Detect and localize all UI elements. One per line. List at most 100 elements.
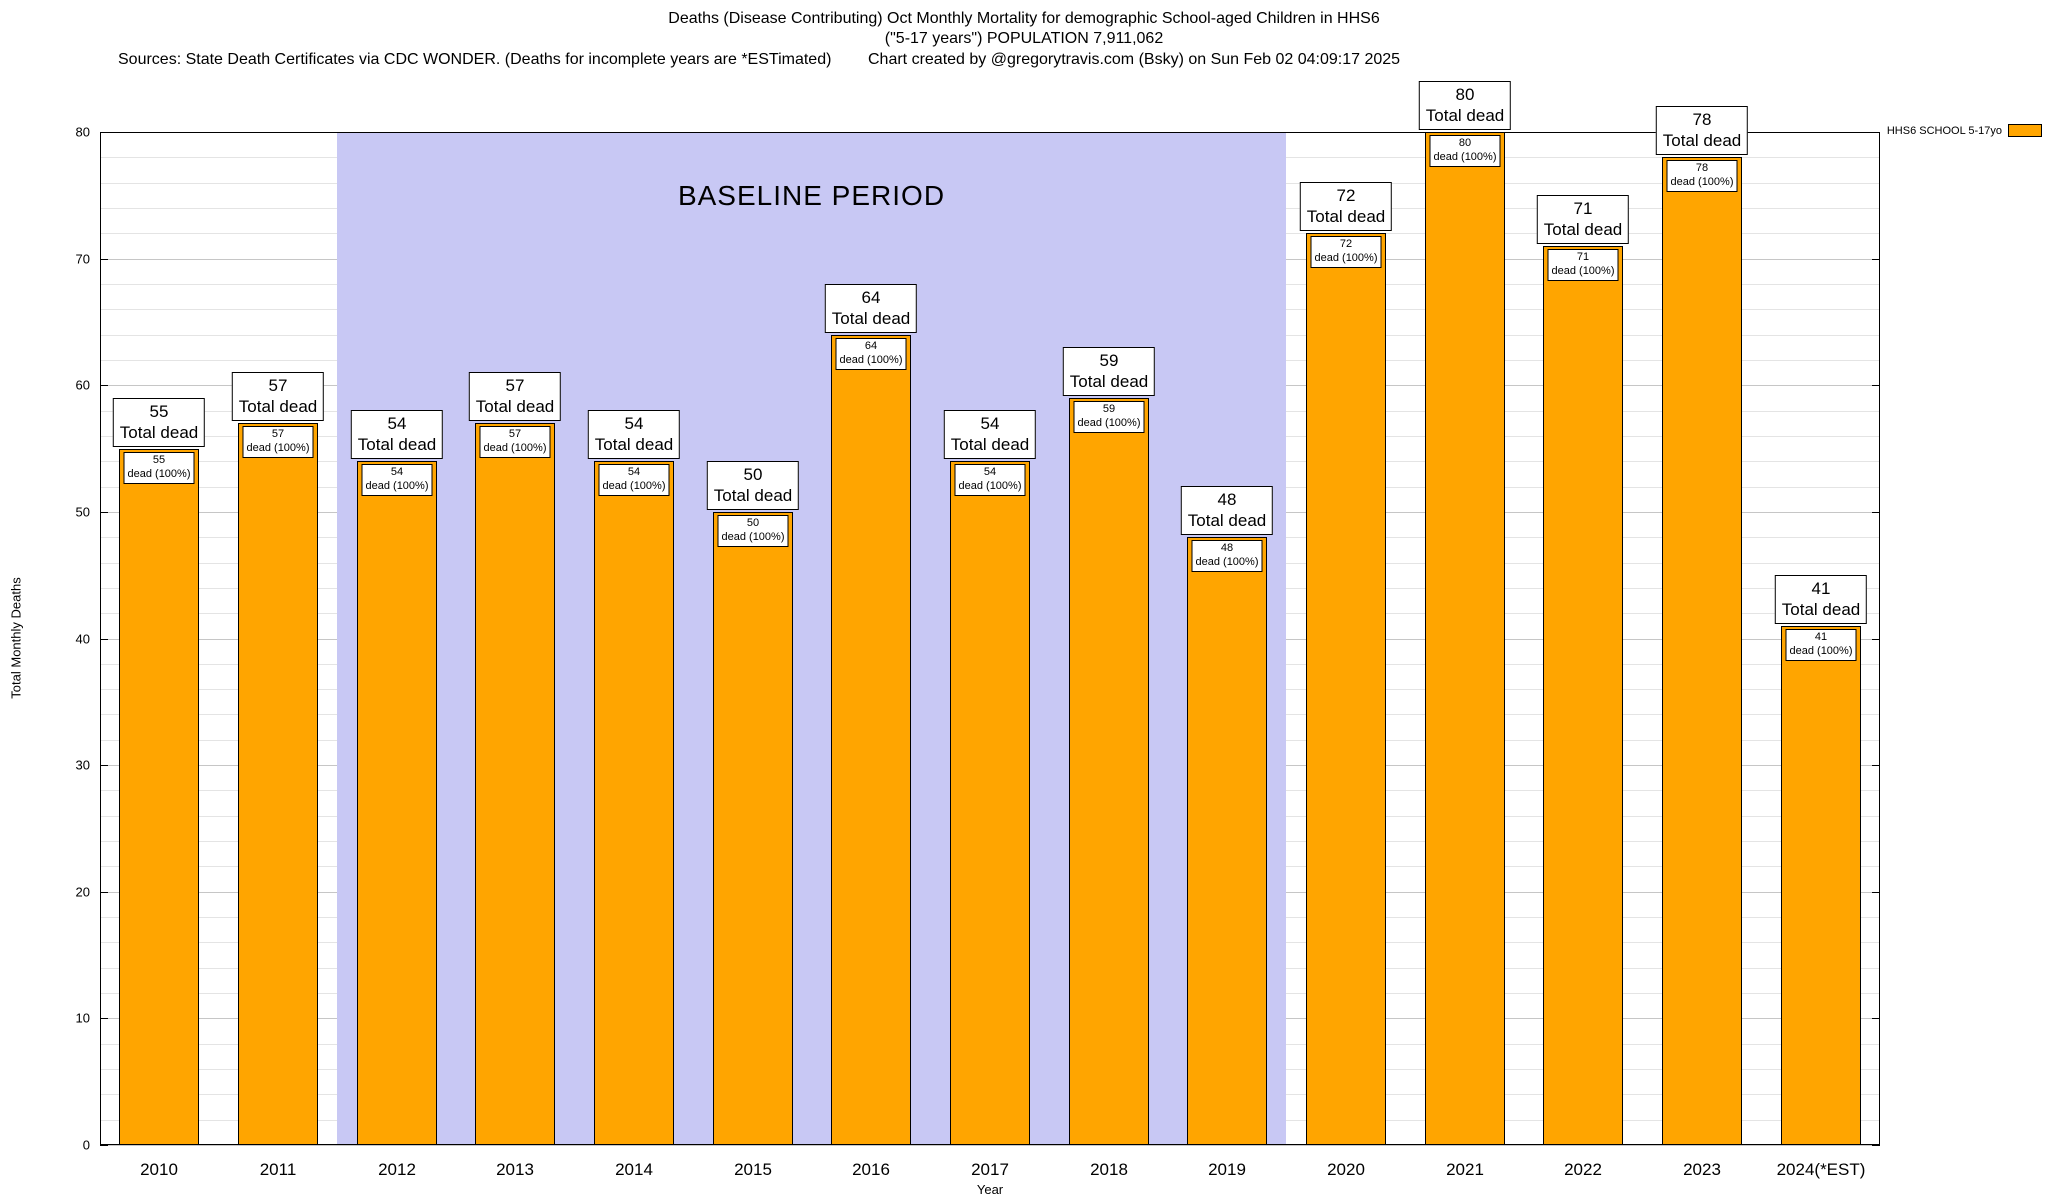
bar-sublabel-value: 57 xyxy=(508,428,522,440)
bar-total-value: 57 xyxy=(268,375,288,395)
bar-total-label: 57 Total dead xyxy=(231,371,325,421)
bar-total-text: Total dead xyxy=(238,397,318,417)
x-axis-tick-label: 2012 xyxy=(378,1160,416,1179)
bar-sublabel-text: dead (100%) xyxy=(839,353,903,366)
x-axis-tick-label: 2013 xyxy=(496,1160,534,1179)
bar-2012 xyxy=(357,461,437,1145)
x-axis-tick-label: 2019 xyxy=(1208,1160,1246,1179)
y-tick-mark xyxy=(1872,512,1880,513)
bar-sublabel-value: 57 xyxy=(271,428,285,440)
bar-total-label: 64 Total dead xyxy=(824,283,918,333)
bar-total-value: 54 xyxy=(624,413,644,433)
bar-2010 xyxy=(119,449,199,1145)
baseline-period-label: BASELINE PERIOD xyxy=(677,180,946,211)
bar-sublabel: 78 dead (100%) xyxy=(1666,160,1738,192)
bar-total-text: Total dead xyxy=(1425,106,1505,126)
y-axis-tick-label: 60 xyxy=(75,377,90,393)
x-axis-tick-label: 2011 xyxy=(259,1160,297,1179)
bar-sublabel-text: dead (100%) xyxy=(1314,251,1378,264)
chart-title-line2: ("5-17 years") POPULATION 7,911,062 xyxy=(884,30,1164,47)
bar-sublabel-text: dead (100%) xyxy=(1433,150,1497,163)
y-tick-mark xyxy=(1872,132,1880,133)
x-axis-tick-label: 2020 xyxy=(1327,1160,1365,1179)
bar-2020 xyxy=(1306,233,1386,1145)
bar-total-text: Total dead xyxy=(1069,372,1149,392)
y-axis-tick-label: 80 xyxy=(75,124,90,140)
bar-sublabel-value: 72 xyxy=(1339,238,1353,250)
bar-total-value: 64 xyxy=(861,287,881,307)
x-axis-tick-label: 2022 xyxy=(1564,1160,1602,1179)
y-tick-mark xyxy=(100,1145,108,1146)
x-axis-tick-label: 2010 xyxy=(140,1160,178,1179)
y-tick-mark xyxy=(100,765,108,766)
bar-total-value: 80 xyxy=(1455,84,1475,104)
y-tick-mark xyxy=(100,259,108,260)
y-tick-mark xyxy=(1872,1018,1880,1019)
bar-sublabel-text: dead (100%) xyxy=(602,479,666,492)
y-tick-mark xyxy=(1872,259,1880,260)
bar-total-text: Total dead xyxy=(357,435,437,455)
y-tick-mark xyxy=(1872,1145,1880,1146)
chart-title-line1: Deaths (Disease Contributing) Oct Monthl… xyxy=(668,10,1380,27)
bar-total-text: Total dead xyxy=(713,486,793,506)
bar-total-label: 80 Total dead xyxy=(1418,80,1512,130)
bar-total-text: Total dead xyxy=(950,435,1030,455)
bar-total-label: 59 Total dead xyxy=(1062,346,1156,396)
x-axis-tick-label: 2016 xyxy=(852,1160,890,1179)
bar-total-text: Total dead xyxy=(1187,511,1267,531)
bar-sublabel-text: dead (100%) xyxy=(1077,416,1141,429)
bar-2019 xyxy=(1187,537,1267,1145)
bar-sublabel: 71 dead (100%) xyxy=(1547,249,1619,281)
bar-2021 xyxy=(1425,132,1505,1145)
y-tick-mark xyxy=(1872,385,1880,386)
x-axis-tick-label: 2018 xyxy=(1090,1160,1128,1179)
y-axis-tick-label: 0 xyxy=(82,1137,90,1153)
bar-2011 xyxy=(238,423,318,1145)
sources-note: Sources: State Death Certificates via CD… xyxy=(118,51,832,68)
y-axis-tick-label: 10 xyxy=(75,1010,90,1026)
y-axis-tick-label: 30 xyxy=(75,757,90,773)
bar-sublabel-value: 80 xyxy=(1458,137,1472,149)
bar-total-value: 78 xyxy=(1692,109,1712,129)
bar-sublabel-text: dead (100%) xyxy=(721,530,785,543)
bar-2013 xyxy=(475,423,555,1145)
bar-total-text: Total dead xyxy=(1543,220,1623,240)
bar-sublabel-value: 54 xyxy=(983,466,997,478)
x-axis-tick-label: 2023 xyxy=(1683,1160,1721,1179)
bar-sublabel-value: 54 xyxy=(627,466,641,478)
y-tick-mark xyxy=(100,385,108,386)
bar-total-label: 72 Total dead xyxy=(1299,181,1393,231)
bar-2024(*EST) xyxy=(1781,626,1861,1145)
bar-total-label: 54 Total dead xyxy=(943,409,1037,459)
bar-total-value: 41 xyxy=(1811,578,1831,598)
bar-sublabel-text: dead (100%) xyxy=(246,441,310,454)
y-tick-mark xyxy=(100,639,108,640)
y-tick-mark xyxy=(100,892,108,893)
bar-total-label: 41 Total dead xyxy=(1774,574,1868,624)
bar-total-text: Total dead xyxy=(594,435,674,455)
x-axis-tick-label: 2015 xyxy=(734,1160,772,1179)
bar-sublabel: 57 dead (100%) xyxy=(479,426,551,458)
bar-sublabel-text: dead (100%) xyxy=(1789,644,1853,657)
y-tick-mark xyxy=(1872,639,1880,640)
bar-total-text: Total dead xyxy=(1662,131,1742,151)
bar-2016 xyxy=(831,335,911,1145)
bar-sublabel-text: dead (100%) xyxy=(483,441,547,454)
bar-sublabel: 55 dead (100%) xyxy=(123,452,195,484)
bar-total-label: 54 Total dead xyxy=(587,409,681,459)
bar-sublabel-value: 71 xyxy=(1576,251,1590,263)
bar-sublabel-text: dead (100%) xyxy=(958,479,1022,492)
bar-total-value: 50 xyxy=(743,464,763,484)
bar-sublabel-value: 41 xyxy=(1814,631,1828,643)
bar-total-value: 54 xyxy=(980,413,1000,433)
bar-total-text: Total dead xyxy=(1781,600,1861,620)
bar-total-value: 54 xyxy=(387,413,407,433)
bar-total-label: 57 Total dead xyxy=(468,371,562,421)
bar-total-label: 48 Total dead xyxy=(1180,485,1274,535)
bar-2017 xyxy=(950,461,1030,1145)
bar-sublabel-value: 64 xyxy=(864,340,878,352)
bar-sublabel: 64 dead (100%) xyxy=(835,338,907,370)
bar-sublabel: 57 dead (100%) xyxy=(242,426,314,458)
legend-label: HHS6 SCHOOL 5-17yo xyxy=(1886,124,2002,137)
